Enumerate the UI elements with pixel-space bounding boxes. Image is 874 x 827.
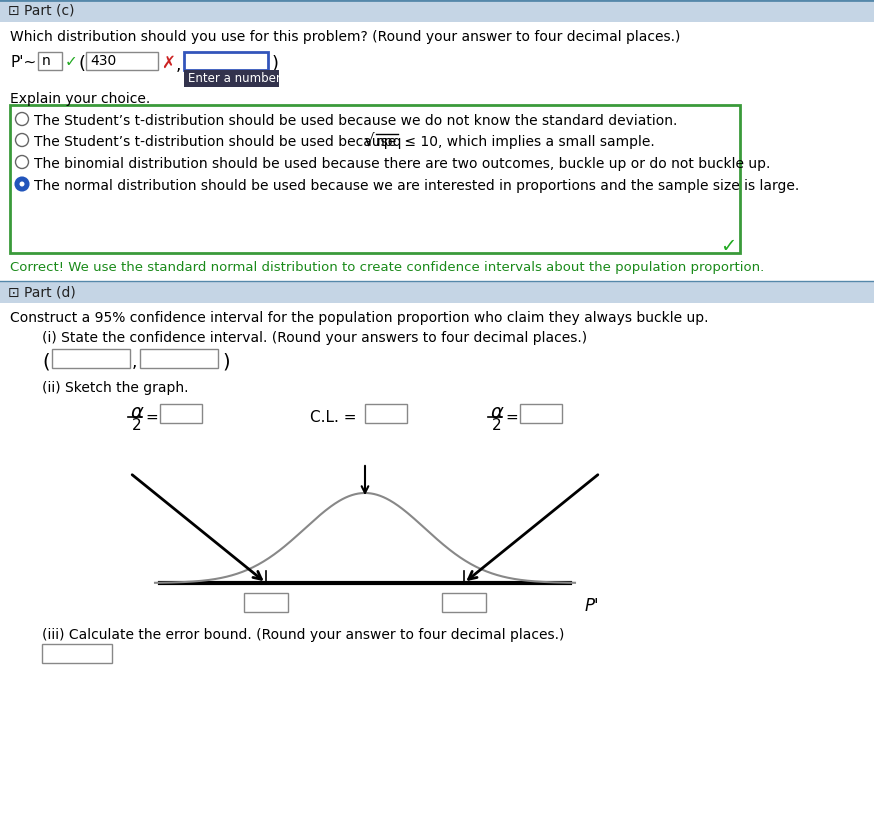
Text: ): )	[222, 352, 230, 371]
Bar	[0, 281, 874, 303]
Text: P'∼: P'∼	[10, 55, 36, 70]
Text: (iii) Calculate the error bound. (Round your answer to four decimal places.): (iii) Calculate the error bound. (Round …	[42, 628, 565, 642]
Text: α: α	[130, 403, 142, 422]
Text: (: (	[78, 55, 85, 73]
Circle shape	[16, 155, 29, 169]
Bar	[520, 404, 562, 423]
Text: α: α	[490, 403, 503, 422]
Bar	[86, 52, 158, 70]
Text: 2: 2	[132, 418, 142, 433]
Bar	[0, 0, 874, 22]
Text: Construct a 95% confidence interval for the population proportion who claim they: Construct a 95% confidence interval for …	[10, 311, 709, 325]
Text: Enter a number.: Enter a number.	[188, 72, 283, 85]
Text: =: =	[145, 410, 157, 425]
Bar	[52, 349, 130, 368]
Bar	[184, 70, 279, 87]
Text: (: (	[42, 352, 50, 371]
Bar	[38, 52, 62, 70]
Text: ,: ,	[132, 353, 137, 371]
Text: n: n	[42, 54, 51, 68]
Text: Explain your choice.: Explain your choice.	[10, 92, 150, 106]
Text: (i) State the confidence interval. (Round your answers to four decimal places.): (i) State the confidence interval. (Roun…	[42, 331, 587, 345]
Text: 430: 430	[90, 54, 116, 68]
Bar	[42, 644, 112, 663]
Bar	[160, 404, 202, 423]
Text: √: √	[364, 133, 375, 151]
Text: C.L. =: C.L. =	[310, 410, 357, 425]
Text: The Student’s t-distribution should be used because we do not know the standard : The Student’s t-distribution should be u…	[34, 114, 677, 128]
Text: (ii) Sketch the graph.: (ii) Sketch the graph.	[42, 381, 189, 395]
Bar	[442, 593, 486, 612]
Text: ,: ,	[176, 56, 182, 74]
Text: ≤ 10, which implies a small sample.: ≤ 10, which implies a small sample.	[400, 135, 655, 149]
Text: ⊡ Part (c): ⊡ Part (c)	[8, 4, 74, 18]
Text: Which distribution should you use for this problem? (Round your answer to four d: Which distribution should you use for th…	[10, 30, 680, 44]
Text: The normal distribution should be used because we are interested in proportions : The normal distribution should be used b…	[34, 179, 799, 193]
Circle shape	[16, 112, 29, 126]
Circle shape	[16, 178, 29, 190]
Circle shape	[19, 181, 24, 187]
Bar	[10, 105, 740, 253]
Text: ): )	[272, 55, 279, 73]
Text: npq: npq	[376, 135, 403, 149]
Text: The binomial distribution should be used because there are two outcomes, buckle : The binomial distribution should be used…	[34, 157, 770, 171]
Bar	[140, 349, 218, 368]
Text: ✓: ✓	[65, 54, 78, 69]
Text: The Student’s t-distribution should be used because: The Student’s t-distribution should be u…	[34, 135, 400, 149]
Text: ⊡ Part (d): ⊡ Part (d)	[8, 285, 76, 299]
Circle shape	[16, 133, 29, 146]
Text: =: =	[505, 410, 517, 425]
Bar	[244, 593, 288, 612]
Bar	[365, 404, 407, 423]
Text: ✗: ✗	[161, 54, 175, 72]
Text: ✓: ✓	[720, 237, 737, 256]
Text: P': P'	[585, 597, 600, 615]
Bar	[184, 52, 268, 70]
Text: 2: 2	[492, 418, 502, 433]
Text: Correct! We use the standard normal distribution to create confidence intervals : Correct! We use the standard normal dist…	[10, 261, 764, 274]
